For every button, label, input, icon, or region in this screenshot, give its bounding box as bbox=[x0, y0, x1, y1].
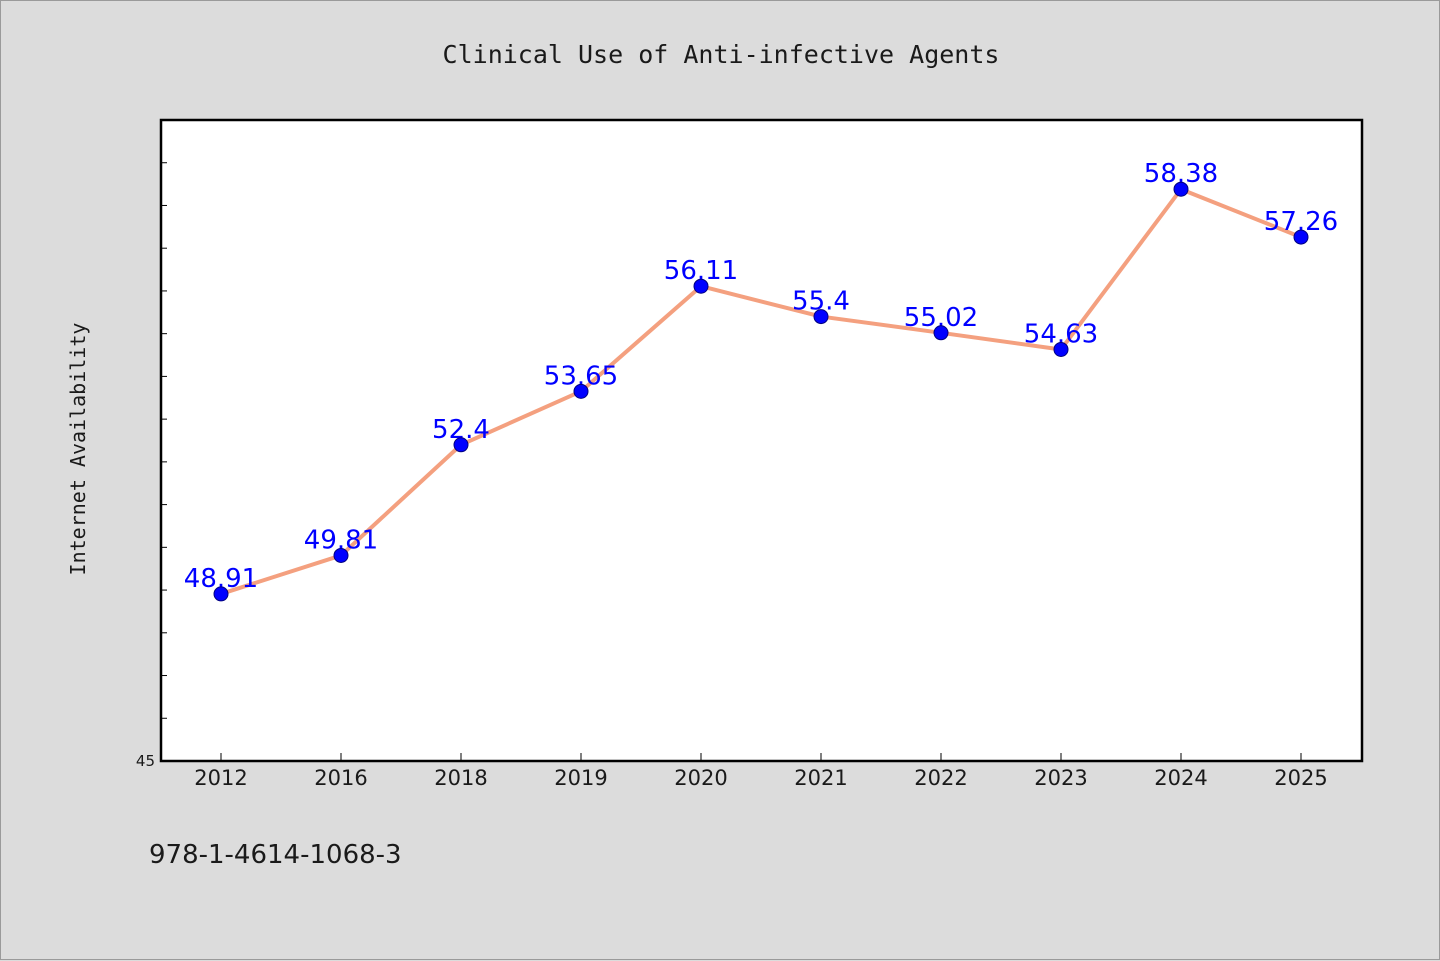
x-tick-label: 2012 bbox=[194, 766, 247, 790]
chart-title: Clinical Use of Anti-infective Agents bbox=[443, 40, 1000, 69]
x-tick-label: 2025 bbox=[1274, 766, 1327, 790]
plot-area bbox=[159, 118, 1364, 763]
y-tick-label: 45 bbox=[136, 752, 155, 770]
isbn-text: 978-1-4614-1068-3 bbox=[149, 840, 402, 870]
y-axis-ticks bbox=[161, 162, 167, 719]
data-point bbox=[1293, 229, 1309, 245]
x-axis-ticks bbox=[220, 753, 1302, 761]
data-point bbox=[453, 437, 469, 453]
x-tick-label: 2023 bbox=[1034, 766, 1087, 790]
x-tick-label: 2018 bbox=[434, 766, 487, 790]
data-point bbox=[813, 309, 829, 325]
data-point bbox=[693, 278, 709, 294]
x-tick-label: 2024 bbox=[1154, 766, 1207, 790]
x-tick-label: 2021 bbox=[794, 766, 847, 790]
x-tick-label: 2019 bbox=[554, 766, 607, 790]
x-tick-label: 2022 bbox=[914, 766, 967, 790]
x-axis-tick-labels: 2012 2016 2018 2019 2020 2021 2022 2023 2024 2025 bbox=[194, 766, 1327, 790]
y-axis-tick-labels: 45 bbox=[136, 752, 155, 770]
data-point bbox=[213, 586, 229, 602]
data-point bbox=[573, 383, 589, 399]
data-point bbox=[1053, 341, 1069, 357]
data-points bbox=[213, 181, 1309, 602]
data-point bbox=[333, 547, 349, 563]
data-point bbox=[1173, 181, 1189, 197]
y-axis-label: Internet Availability bbox=[66, 323, 90, 576]
data-point bbox=[933, 325, 949, 341]
x-tick-label: 2020 bbox=[674, 766, 727, 790]
series-line bbox=[219, 187, 1303, 596]
x-tick-label: 2016 bbox=[314, 766, 367, 790]
